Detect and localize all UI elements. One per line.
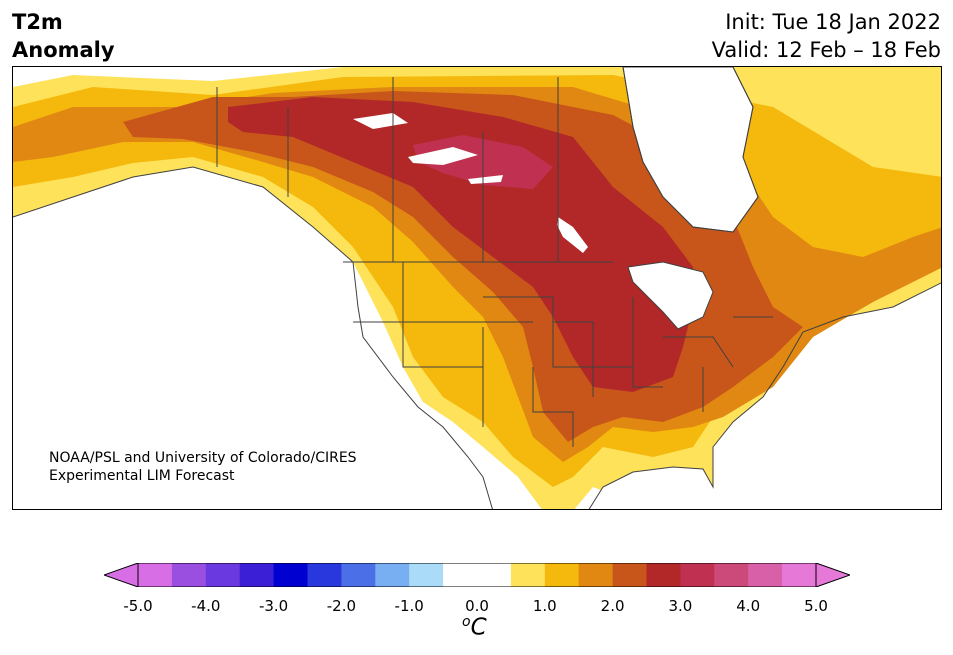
colorbar	[104, 563, 850, 587]
colorbar-unit: oC	[462, 614, 487, 641]
credit-line-2: Experimental LIM Forecast	[49, 468, 235, 484]
colorbar-segment	[375, 563, 410, 587]
colorbar-segment	[578, 563, 614, 587]
colorbar-segment	[510, 563, 546, 587]
colorbar-segment	[138, 563, 173, 587]
colorbar-segment	[646, 563, 681, 587]
colorbar-segment	[748, 563, 783, 587]
colorbar-under-arrow	[104, 563, 139, 587]
colorbar-segment	[341, 563, 376, 587]
colorbar-tick-label: 1.0	[532, 597, 557, 615]
colorbar-over-arrow	[815, 563, 850, 587]
colorbar-tick-label: 0.0	[465, 597, 489, 615]
great-lakes	[627, 261, 714, 330]
anomaly-label: Anomaly	[12, 38, 115, 62]
colorbar-segment	[239, 563, 275, 587]
lake-winnipeg	[557, 217, 588, 253]
forecast-dates: Init: Tue 18 Jan 2022 Valid: 12 Feb – 18…	[712, 8, 941, 64]
colorbar-segment	[409, 563, 444, 587]
colorbar-segment	[544, 563, 580, 587]
colorbar-tick-label: 5.0	[804, 597, 828, 615]
colorbar-segment	[680, 563, 715, 587]
map-svg	[13, 67, 941, 509]
colorbar-segment	[171, 563, 207, 587]
pacific-ocean	[13, 167, 493, 509]
colorbar-tick-label: -2.0	[326, 597, 357, 615]
colorbar-tick-label: -4.0	[191, 597, 221, 615]
colorbar-ticks: -5.0 -4.0 -3.0 -2.0 -1.0 0.0 1.0 2.0 3.0 4.0 5.0	[0, 597, 953, 617]
gulf-of-mexico	[589, 467, 713, 509]
anomaly-map	[12, 66, 942, 510]
colorbar-segment	[612, 563, 647, 587]
colorbar-tick-label: -3.0	[258, 597, 289, 615]
colorbar-tick-label: 2.0	[600, 597, 625, 615]
valid-range: Valid: 12 Feb – 18 Feb	[711, 38, 941, 62]
lake-great-bear	[353, 113, 408, 129]
map-title: T2m Anomaly	[12, 8, 115, 64]
unit-celsius: C	[470, 614, 487, 641]
colorbar-tick-label: -1.0	[394, 597, 424, 615]
credit-text: NOAA/PSL and University of Colorado/CIRE…	[49, 449, 357, 485]
colorbar-outline	[137, 563, 817, 587]
colorbar-segment	[782, 563, 817, 587]
colorbar-segment	[714, 563, 749, 587]
colorbar-segment	[307, 563, 342, 587]
colorbar-segment	[205, 563, 241, 587]
lake-athabasca	[468, 175, 503, 184]
colorbar-segment	[273, 563, 308, 587]
variable-label: T2m	[12, 10, 63, 34]
lake-great-slave	[408, 147, 478, 165]
colorbar-tick-label: 3.0	[668, 597, 693, 615]
colorbar-segment	[477, 563, 512, 587]
unit-degree: o	[462, 614, 471, 630]
colorbar-tick-label: -5.0	[123, 597, 153, 615]
band-3to3_5	[228, 97, 693, 392]
credit-line-1: NOAA/PSL and University of Colorado/CIRE…	[49, 450, 357, 466]
colorbar-segment	[443, 563, 478, 587]
colorbar-tick-label: 4.0	[736, 597, 761, 615]
init-date: Init: Tue 18 Jan 2022	[725, 10, 941, 34]
